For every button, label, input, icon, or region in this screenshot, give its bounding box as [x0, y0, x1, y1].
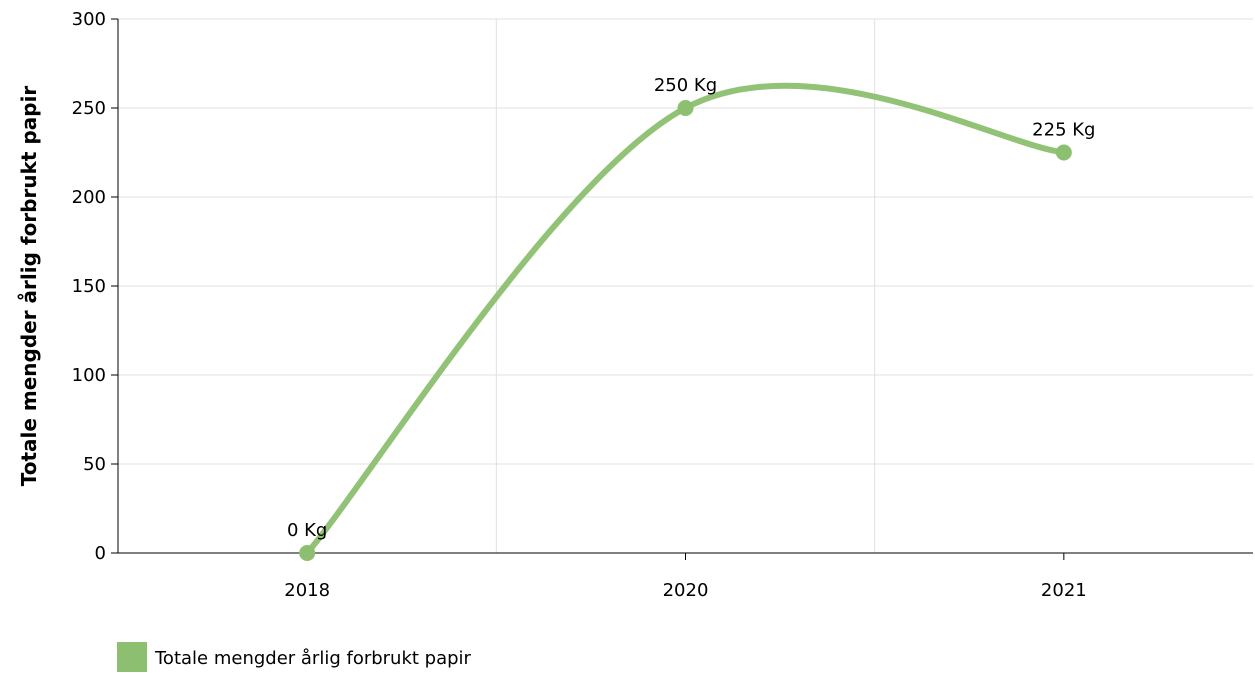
y-tick-label: 250	[72, 98, 106, 119]
y-tick-label: 300	[72, 9, 106, 30]
legend-label: Totale mengder årlig forbrukt papir	[154, 648, 472, 669]
data-labels: 0 Kg 250 Kg 225 Kg	[287, 75, 1096, 541]
y-tick-label: 200	[72, 187, 106, 208]
axes: 0 50 100 150 200 250 300 2018 2020 2021	[72, 9, 1253, 601]
data-label: 225 Kg	[1032, 120, 1095, 141]
y-axis-title: Totale mengder årlig forbrukt papir	[17, 86, 41, 487]
series-line	[304, 82, 1067, 556]
data-label: 0 Kg	[287, 520, 327, 541]
y-tick-label: 50	[83, 454, 106, 475]
grid	[118, 18, 1253, 553]
series	[299, 82, 1072, 561]
x-tick-label: 2018	[284, 580, 330, 601]
y-tick-label: 100	[72, 365, 106, 386]
x-tick-label: 2021	[1041, 580, 1087, 601]
legend-swatch	[117, 642, 147, 672]
y-tick-label: 150	[72, 276, 106, 297]
x-tick-label: 2020	[663, 580, 709, 601]
data-point[interactable]	[1055, 144, 1072, 161]
data-label: 250 Kg	[654, 75, 717, 96]
legend[interactable]: Totale mengder årlig forbrukt papir	[117, 642, 472, 672]
y-tick-label: 0	[95, 543, 106, 564]
data-point[interactable]	[677, 100, 694, 116]
data-point[interactable]	[299, 545, 316, 561]
